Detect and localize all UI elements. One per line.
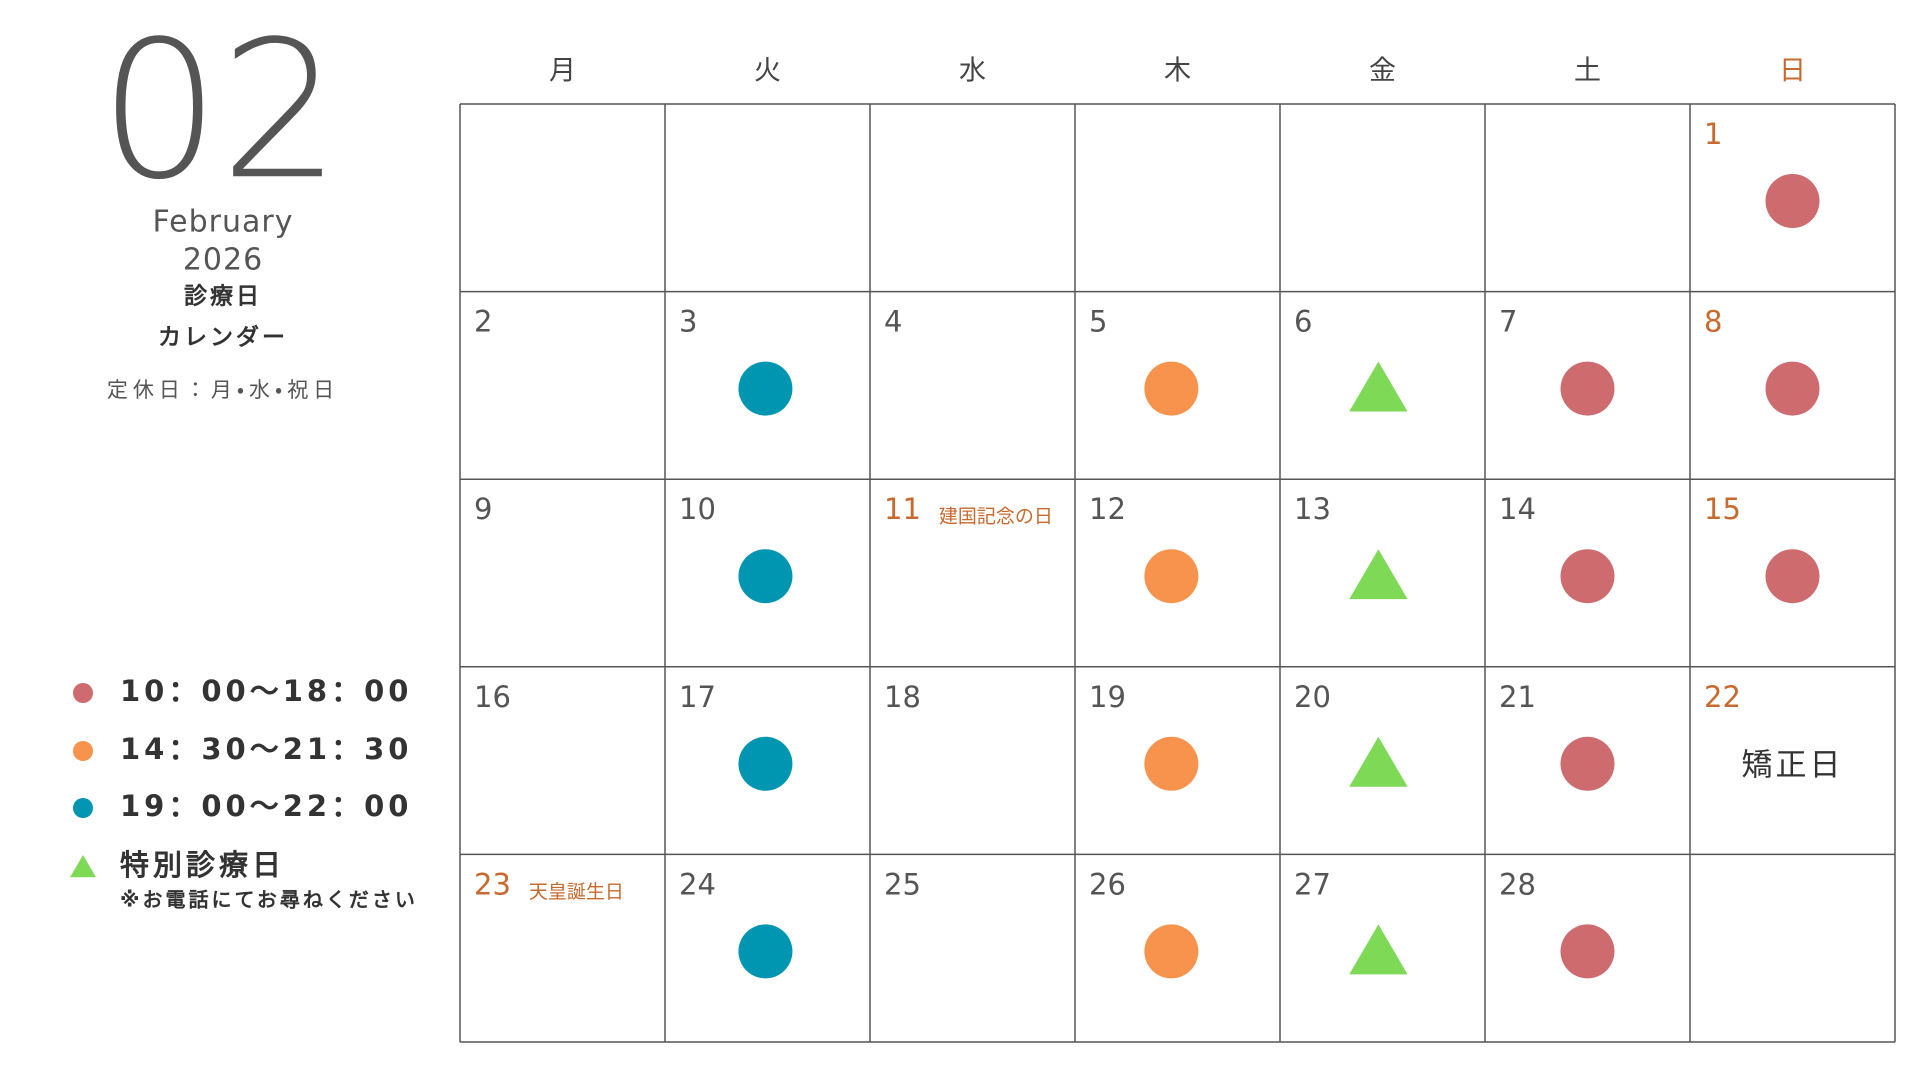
day-number: 11 xyxy=(884,492,921,526)
circle-mark xyxy=(738,924,793,979)
day-number: 22 xyxy=(1704,680,1741,714)
day-number: 14 xyxy=(1499,492,1536,526)
weekday: 火 xyxy=(754,56,781,87)
day-number: 10 xyxy=(679,492,716,526)
legend-note: ※お電話にてお尋ねください xyxy=(120,888,418,912)
legend-label: 19：00〜22：00 xyxy=(120,789,412,823)
circle-mark xyxy=(73,741,93,761)
day-number: 20 xyxy=(1294,680,1331,714)
day-number: 6 xyxy=(1294,305,1312,339)
day-number: 25 xyxy=(884,867,921,901)
circle-mark xyxy=(73,798,93,818)
triangle-mark xyxy=(1349,549,1408,600)
day-number: 8 xyxy=(1704,305,1722,339)
legend-label: 14：30〜21：30 xyxy=(120,732,412,766)
weekday: 土 xyxy=(1574,56,1601,87)
day-number: 17 xyxy=(679,680,716,714)
title: カレンダー xyxy=(158,324,288,351)
circle-mark xyxy=(1765,174,1820,228)
day-number: 15 xyxy=(1704,492,1741,526)
title: 診療日 xyxy=(184,283,262,310)
day-number: 18 xyxy=(884,680,921,714)
circle-mark xyxy=(1144,736,1199,791)
day-number: 16 xyxy=(474,680,511,714)
holiday-name: 天皇誕生日 xyxy=(529,881,624,903)
circle-mark xyxy=(1144,924,1199,979)
day-number: 23 xyxy=(474,867,511,901)
closed-days: 定休日：月・水・祝日 xyxy=(107,378,339,402)
weekday: 水 xyxy=(959,56,986,87)
circle-mark xyxy=(738,736,793,791)
month-name: February xyxy=(153,205,294,240)
day-number: 3 xyxy=(679,305,697,339)
circle-mark xyxy=(1765,361,1820,416)
legend-label: 10：00〜18：00 xyxy=(120,674,412,708)
weekday: 金 xyxy=(1369,56,1396,87)
weekday: 月 xyxy=(549,56,576,87)
day-number: 19 xyxy=(1089,680,1126,714)
weekday: 日 xyxy=(1779,56,1806,87)
day-number: 13 xyxy=(1294,492,1331,526)
triangle-mark xyxy=(1349,361,1408,412)
circle-mark xyxy=(1560,924,1615,979)
day-number: 9 xyxy=(474,492,492,526)
triangle-mark xyxy=(1349,924,1408,975)
day-note: 矯正日 xyxy=(1742,747,1844,783)
day-number: 21 xyxy=(1499,680,1536,714)
day-number: 2 xyxy=(474,305,492,339)
day-number: 28 xyxy=(1499,867,1536,901)
day-number: 7 xyxy=(1499,305,1517,339)
legend-label: 特別診療日 xyxy=(120,848,285,882)
circle-mark xyxy=(1560,361,1615,416)
day-number: 24 xyxy=(679,867,716,901)
holiday-name: 建国記念の日 xyxy=(939,506,1053,528)
circle-mark xyxy=(73,683,93,703)
day-number: 27 xyxy=(1294,867,1331,901)
weekday: 木 xyxy=(1164,56,1191,87)
day-number: 26 xyxy=(1089,867,1126,901)
day-number: 5 xyxy=(1089,305,1107,339)
circle-mark xyxy=(738,549,793,604)
circle-mark xyxy=(1560,549,1615,604)
circle-mark xyxy=(1144,361,1199,416)
day-number: 12 xyxy=(1089,492,1126,526)
circle-mark xyxy=(1144,549,1199,604)
day-number: 1 xyxy=(1704,117,1722,151)
day-number: 4 xyxy=(884,305,902,339)
circle-mark xyxy=(738,361,793,416)
triangle-mark xyxy=(70,855,96,878)
triangle-mark xyxy=(1349,736,1408,787)
month-number: 02 xyxy=(99,0,341,221)
circle-mark xyxy=(1560,736,1615,791)
circle-mark xyxy=(1765,549,1820,604)
year: 2026 xyxy=(183,243,263,278)
